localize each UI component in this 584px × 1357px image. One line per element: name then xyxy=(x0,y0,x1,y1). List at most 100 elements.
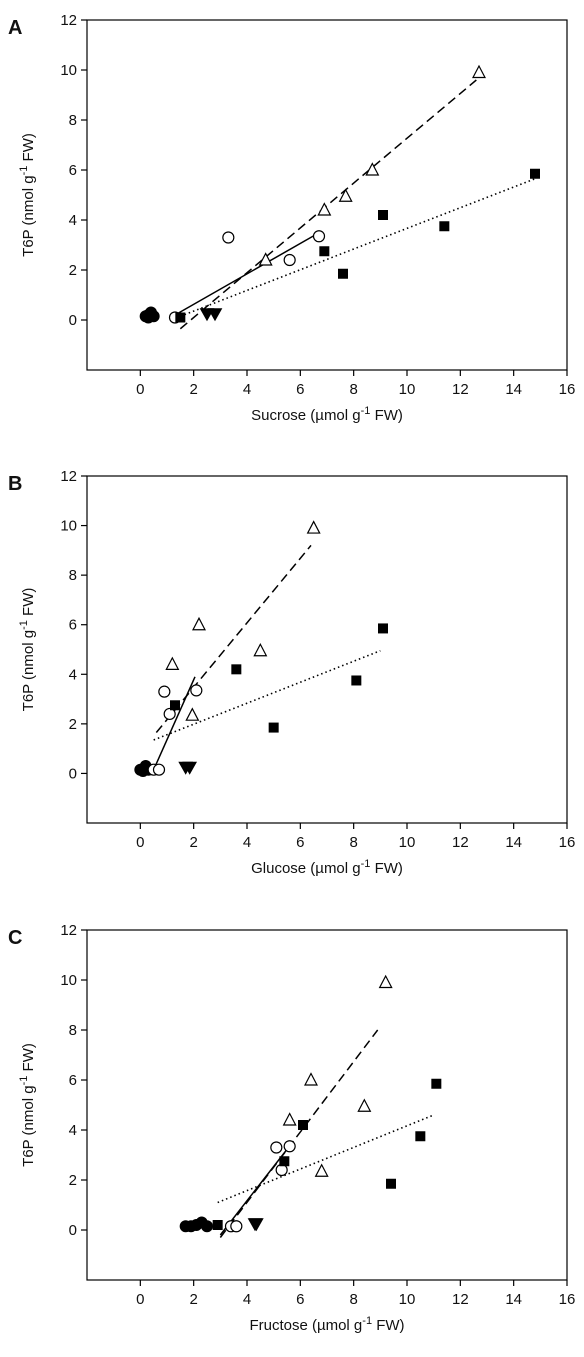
data-point-filled-square xyxy=(170,700,180,711)
data-point-open-triangle xyxy=(357,1098,372,1112)
y-tick-label: 2 xyxy=(69,1172,77,1189)
data-point-open-circle xyxy=(163,707,176,721)
x-tick-label: 4 xyxy=(243,1291,251,1308)
data-point-open-triangle xyxy=(472,64,486,79)
data-point-filled-square xyxy=(231,664,242,675)
data-point-open-circle xyxy=(230,1220,243,1233)
y-tick-label: 8 xyxy=(69,1022,77,1039)
x-tick-label: 8 xyxy=(349,381,357,398)
data-point-open-triangle xyxy=(306,520,321,534)
y-tick-label: 12 xyxy=(60,468,77,485)
data-point-open-triangle xyxy=(258,252,273,266)
panel-label: A xyxy=(8,17,22,39)
y-axis-label: T6P (nmol g-1 FW) xyxy=(18,588,37,712)
fit-line-dotted xyxy=(217,1114,434,1204)
y-axis-label-text: T6P (nmol g xyxy=(20,175,37,256)
x-tick-label: 0 xyxy=(136,1291,144,1308)
fit-line-solid xyxy=(152,676,196,771)
x-tick-label: 4 xyxy=(243,381,251,398)
y-axis-label-superscript: -1 xyxy=(18,620,30,630)
x-tick-label: 6 xyxy=(296,834,304,851)
data-point-filled-circle xyxy=(201,1220,213,1233)
data-point-open-triangle xyxy=(317,202,332,216)
y-tick-label: 8 xyxy=(69,567,77,584)
y-tick-label: 10 xyxy=(60,972,77,989)
x-axis-label-superscript: -1 xyxy=(361,405,371,417)
y-axis-label-text: T6P (nmol g xyxy=(20,630,37,711)
x-tick-label: 14 xyxy=(505,1291,522,1308)
x-axis-label-superscript: -1 xyxy=(361,858,371,870)
fit-line-dashed xyxy=(155,544,312,734)
x-tick-label: 12 xyxy=(452,381,469,398)
data-point-open-triangle xyxy=(282,1112,297,1126)
y-tick-label: 12 xyxy=(60,922,77,939)
data-point-open-triangle xyxy=(304,1072,318,1086)
data-point-filled-square xyxy=(386,1178,396,1189)
y-tick-label: 2 xyxy=(69,262,77,279)
data-point-open-circle xyxy=(283,253,296,267)
data-point-open-triangle xyxy=(185,707,200,721)
y-tick-label: 10 xyxy=(60,62,77,79)
data-point-open-circle xyxy=(283,1140,296,1153)
y-tick-label: 10 xyxy=(60,518,77,535)
x-tick-label: 2 xyxy=(189,1291,197,1308)
y-tick-label: 4 xyxy=(69,212,77,229)
panel-label: C xyxy=(8,927,22,949)
y-tick-label: 6 xyxy=(69,162,77,179)
x-axis-label-text: Fructose (µmol g xyxy=(249,1317,362,1334)
y-axis-label-unit: FW) xyxy=(20,588,37,620)
fit-line-solid xyxy=(174,230,323,316)
x-axis-label-text: Sucrose (µmol g xyxy=(251,407,361,424)
x-tick-label: 4 xyxy=(243,834,251,851)
data-point-open-triangle xyxy=(314,1163,329,1177)
panel-label: B xyxy=(8,473,22,495)
y-axis-label-text: T6P (nmol g xyxy=(20,1085,37,1166)
x-tick-label: 10 xyxy=(399,381,416,398)
data-point-open-triangle xyxy=(338,188,353,202)
y-tick-label: 6 xyxy=(69,617,77,634)
fit-line-dashed xyxy=(219,1029,379,1238)
x-tick-label: 16 xyxy=(559,1291,576,1308)
y-axis-label: T6P (nmol g-1 FW) xyxy=(18,1043,37,1167)
data-point-filled-square xyxy=(351,675,362,686)
x-tick-label: 12 xyxy=(452,834,469,851)
y-tick-label: 0 xyxy=(69,1222,77,1239)
x-tick-label: 6 xyxy=(296,381,304,398)
data-point-filled-square xyxy=(415,1131,426,1142)
data-point-filled-square xyxy=(530,168,540,179)
data-point-filled-square xyxy=(439,221,450,232)
x-axis-label-unit: FW) xyxy=(370,407,402,424)
x-tick-label: 2 xyxy=(189,834,197,851)
x-axis-label: Glucose (µmol g-1 FW) xyxy=(251,858,403,877)
data-point-filled-circle xyxy=(142,309,155,321)
x-axis-label-superscript: -1 xyxy=(362,1315,372,1327)
y-axis-label-unit: FW) xyxy=(20,133,37,165)
y-tick-label: 0 xyxy=(69,312,77,329)
data-point-filled-square xyxy=(279,1156,290,1167)
x-tick-label: 6 xyxy=(296,1291,304,1308)
data-point-filled-triangle-down xyxy=(248,1218,264,1232)
x-tick-label: 10 xyxy=(399,834,416,851)
y-tick-label: 2 xyxy=(69,716,77,733)
fit-line-dotted xyxy=(180,178,536,317)
data-point-open-circle xyxy=(158,685,171,698)
x-tick-label: 2 xyxy=(189,381,197,398)
data-point-filled-square xyxy=(298,1120,308,1130)
data-point-filled-square xyxy=(175,312,186,323)
plot-frame xyxy=(86,475,568,824)
x-tick-label: 8 xyxy=(349,1291,357,1308)
y-tick-label: 12 xyxy=(60,12,77,29)
data-point-open-circle xyxy=(270,1141,283,1154)
x-tick-label: 14 xyxy=(505,834,522,851)
plot-frame xyxy=(86,929,568,1281)
y-tick-label: 4 xyxy=(69,1122,77,1139)
x-tick-label: 16 xyxy=(559,834,576,851)
y-tick-label: 8 xyxy=(69,112,77,129)
data-point-filled-square xyxy=(378,210,388,220)
data-point-filled-square xyxy=(431,1078,442,1089)
data-point-open-circle xyxy=(190,684,203,697)
